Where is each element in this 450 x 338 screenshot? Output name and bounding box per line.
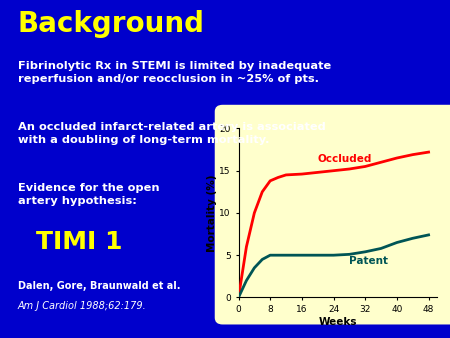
Text: TIMI 1: TIMI 1 [36,230,122,254]
Text: Background: Background [18,10,205,38]
Text: Am J Cardiol 1988;62:179.: Am J Cardiol 1988;62:179. [18,301,147,311]
Text: Dalen, Gore, Braunwald et al.: Dalen, Gore, Braunwald et al. [18,281,180,291]
Text: Fibrinolytic Rx in STEMI is limited by inadequate
reperfusion and/or reocclusion: Fibrinolytic Rx in STEMI is limited by i… [18,61,331,84]
Y-axis label: Mortality (%): Mortality (%) [207,174,216,252]
Text: Evidence for the open
artery hypothesis:: Evidence for the open artery hypothesis: [18,183,160,206]
Text: Patent: Patent [349,256,388,266]
Text: Occluded: Occluded [318,154,372,164]
X-axis label: Weeks: Weeks [318,317,357,327]
Text: An occluded infarct-related artery is associated
with a doubling of long-term mo: An occluded infarct-related artery is as… [18,122,326,145]
FancyBboxPatch shape [215,105,450,324]
